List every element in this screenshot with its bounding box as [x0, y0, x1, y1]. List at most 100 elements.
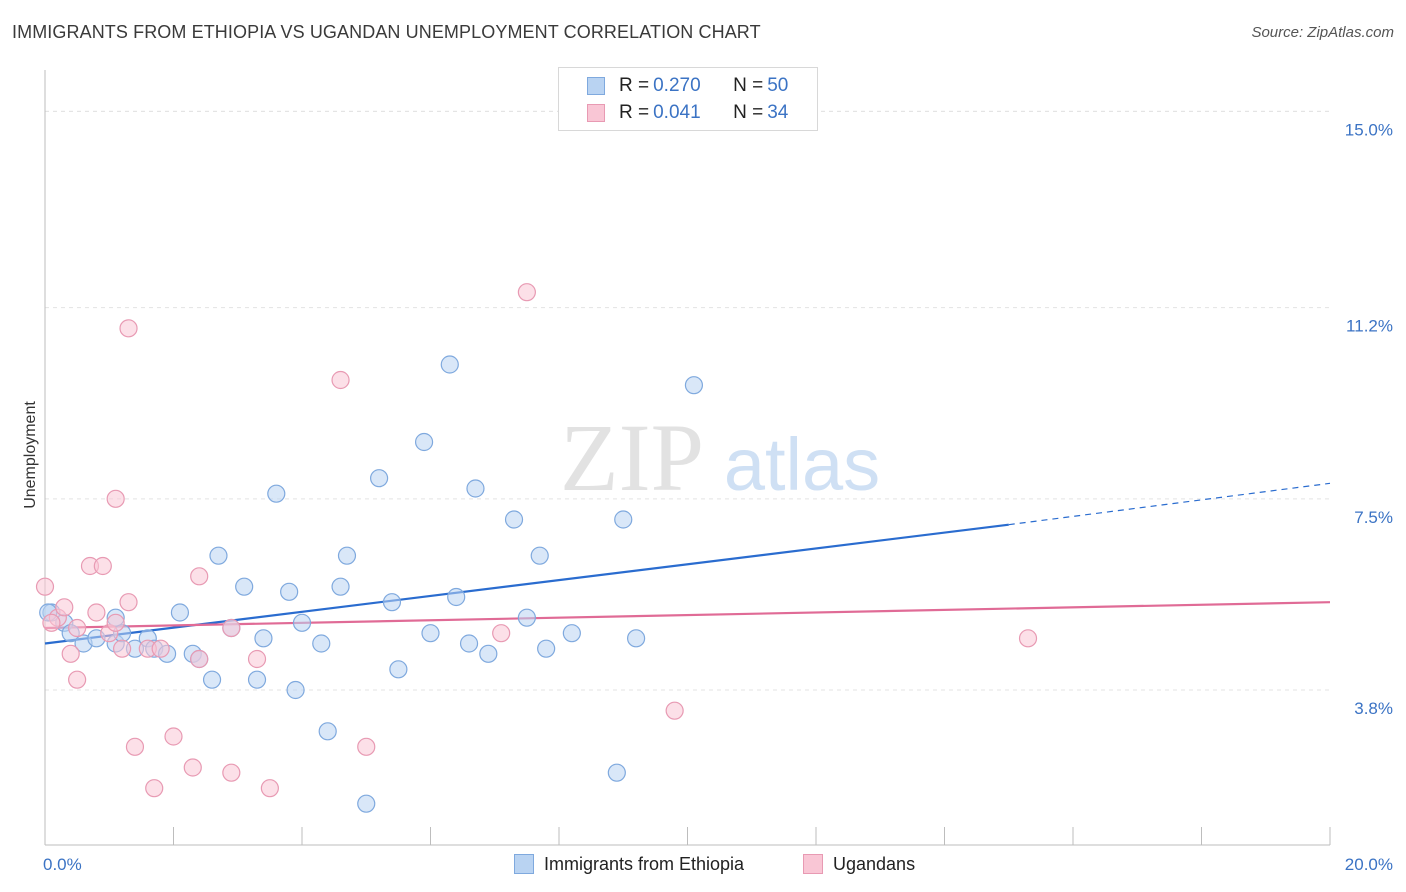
ethiopia-point — [607, 763, 626, 782]
legend-r-value: 0.270 — [653, 75, 701, 96]
ugandan-point — [106, 613, 125, 632]
ethiopia-point — [337, 546, 357, 565]
ugandan-point — [35, 577, 55, 596]
legend-r-value: 0.041 — [653, 102, 701, 123]
y-tick-label: 3.8% — [1354, 699, 1393, 718]
x-tick-label: 20.0% — [1345, 855, 1393, 874]
ugandan-point — [61, 644, 80, 663]
bottom-legend-swatch-pink — [803, 854, 823, 874]
ethiopia-point — [466, 479, 485, 498]
legend-n-value: 34 — [767, 102, 789, 123]
legend-swatch-pink — [587, 104, 605, 122]
ugandan-point — [106, 489, 125, 508]
axis-layer: 3.8% 7.5% 11.2% 15.0% 0.0% 20.0% — [43, 70, 1393, 874]
y-tick-label: 11.2% — [1346, 317, 1393, 336]
ugandan-point — [42, 613, 61, 632]
legend-swatch-blue — [587, 77, 605, 95]
ugandan-point — [222, 618, 241, 638]
bottom-legend-swatch-blue — [514, 854, 534, 874]
x-tick-label: 0.0% — [43, 855, 82, 874]
ethiopia-point — [267, 484, 286, 503]
ugandan-point — [119, 593, 138, 612]
correlation-legend: R = 0.270 N = 50 R = 0.041 N = 34 — [558, 67, 818, 131]
ugandan-point — [190, 649, 209, 669]
ethiopia-point — [357, 794, 376, 813]
ethiopia-point — [318, 722, 337, 741]
ethiopia-trend-extension — [1008, 482, 1331, 526]
ethiopia-point — [562, 624, 581, 643]
ethiopia-point — [331, 577, 350, 596]
ethiopia-point — [382, 593, 402, 612]
ethiopia-point — [440, 355, 459, 374]
ugandan-point — [665, 701, 684, 720]
ethiopia-point — [479, 644, 498, 663]
ethiopia-point — [626, 629, 646, 648]
chart-title: IMMIGRANTS FROM ETHIOPIA VS UGANDAN UNEM… — [12, 22, 761, 42]
grid-layer — [45, 110, 1330, 691]
ugandan-point — [68, 670, 87, 689]
legend-row-ugandans: R = 0.041 N = 34 — [587, 101, 788, 125]
ethiopia-point — [254, 629, 273, 648]
ugandan-point — [260, 779, 279, 798]
ugandan-point — [1018, 629, 1038, 648]
ugandan-point — [492, 624, 511, 643]
legend-n-label: N = — [733, 102, 764, 123]
ethiopia-point — [517, 608, 536, 627]
ethiopia-point — [459, 634, 479, 653]
legend-r-label: R = — [619, 75, 650, 96]
legend-n-value: 50 — [767, 75, 789, 96]
watermark-atlas: atlas — [724, 423, 880, 506]
bottom-legend-label: Ugandans — [833, 853, 916, 874]
source-label: Source: ZipAtlas.com — [1251, 24, 1394, 41]
ugandan-point — [119, 319, 138, 338]
points-layer — [35, 283, 1038, 813]
ethiopia-point — [414, 432, 434, 452]
ethiopia-point — [286, 680, 305, 700]
ethiopia-point — [504, 510, 524, 529]
trend-layer — [44, 482, 1331, 645]
ugandan-point — [68, 618, 87, 638]
ethiopia-point — [312, 634, 331, 653]
ugandan-point — [190, 567, 209, 586]
watermark: ZIP atlas — [560, 404, 880, 511]
ethiopia-point — [170, 603, 190, 622]
y-axis-title: Unemployment — [22, 401, 39, 509]
ugandan-point — [55, 598, 74, 617]
legend-n-label: N = — [733, 75, 764, 96]
ugandan-point — [517, 283, 536, 302]
ethiopia-point — [614, 510, 633, 529]
ethiopia-point — [247, 670, 267, 689]
ugandan-trend-line — [44, 601, 1331, 630]
bottom-legend-ugandans: Ugandans — [803, 852, 915, 876]
ethiopia-point — [537, 639, 556, 658]
ethiopia-point — [292, 613, 312, 632]
ethiopia-point — [202, 670, 222, 689]
ethiopia-point — [530, 546, 549, 565]
ethiopia-point — [447, 587, 466, 607]
y-tick-label: 7.5% — [1354, 508, 1393, 527]
legend-row-ethiopia: R = 0.270 N = 50 — [587, 74, 788, 98]
ugandan-point — [112, 639, 132, 658]
y-tick-label: 15.0% — [1345, 120, 1393, 139]
ethiopia-point — [280, 582, 299, 601]
ugandan-point — [145, 779, 164, 798]
ethiopia-point — [209, 546, 228, 565]
ugandan-point — [183, 758, 202, 777]
ethiopia-point — [389, 660, 408, 679]
watermark-zip: ZIP — [560, 404, 704, 511]
legend-r-label: R = — [619, 102, 650, 123]
bottom-legend-label: Immigrants from Ethiopia — [544, 853, 745, 874]
ethiopia-point — [370, 469, 389, 488]
ugandan-point — [222, 763, 241, 782]
ugandan-point — [151, 639, 170, 658]
ugandan-point — [357, 737, 376, 756]
ugandan-point — [87, 603, 106, 622]
ethiopia-point — [235, 577, 254, 596]
ugandan-point — [164, 727, 183, 746]
ugandan-point — [125, 737, 145, 756]
ugandan-point — [93, 556, 112, 576]
ugandan-point — [331, 370, 350, 390]
ugandan-point — [247, 649, 267, 669]
ethiopia-point — [684, 376, 704, 395]
